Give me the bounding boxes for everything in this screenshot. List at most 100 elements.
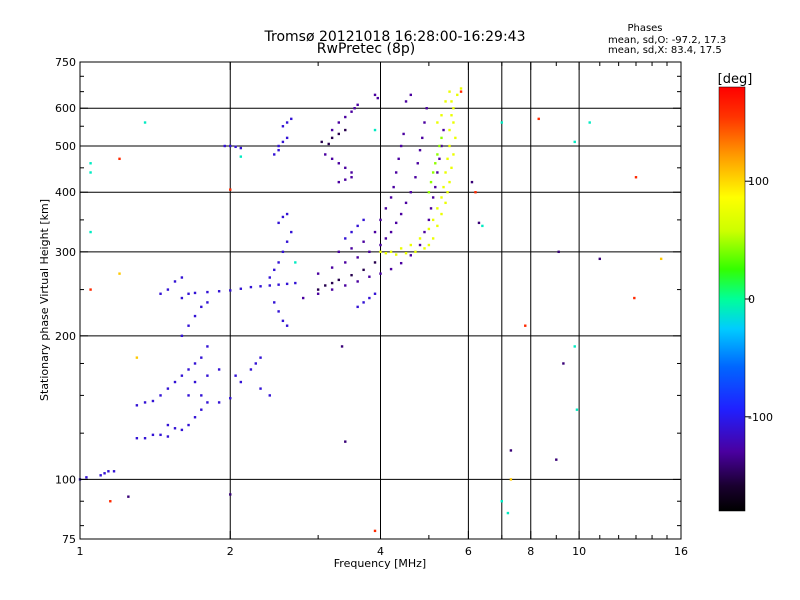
echo-point — [99, 474, 102, 477]
y-axis-label: Stationary phase Virtual Height [km] — [38, 199, 51, 401]
echo-point — [555, 458, 558, 461]
echo-point — [187, 423, 190, 427]
echo-point — [344, 284, 347, 287]
echo-point — [414, 176, 417, 179]
echo-point — [446, 191, 449, 194]
echo-point — [301, 296, 305, 300]
echo-point — [409, 243, 412, 247]
data-points — [78, 87, 663, 533]
echo-point — [200, 305, 203, 309]
echo-point — [285, 324, 289, 327]
echo-point — [389, 250, 393, 254]
x-tick-label: 8 — [527, 545, 534, 558]
echo-point — [89, 230, 92, 234]
echo-point — [575, 408, 579, 411]
echo-point — [418, 243, 422, 247]
echo-point — [392, 185, 395, 189]
echo-point — [373, 292, 377, 295]
echo-point — [431, 218, 435, 222]
echo-point — [444, 201, 447, 205]
echo-point — [389, 196, 393, 199]
echo-point — [356, 256, 359, 259]
echo-point — [173, 380, 177, 384]
echo-point — [324, 284, 327, 287]
echo-point — [277, 148, 280, 152]
echo-point — [434, 162, 437, 165]
echo-point — [509, 449, 513, 452]
y-tick-label: 500 — [55, 140, 76, 153]
echo-point — [206, 345, 209, 348]
echo-point — [373, 529, 377, 533]
echo-point — [143, 121, 147, 124]
echo-point — [368, 296, 371, 300]
echo-point — [389, 267, 393, 271]
echo-point — [206, 290, 209, 294]
echo-point — [118, 157, 121, 161]
plot-frame — [79, 61, 682, 540]
echo-point — [379, 218, 382, 222]
echo-point — [89, 288, 92, 291]
phase-mean-x: mean, sd,X: 83.4, 17.5 — [608, 45, 722, 56]
echo-point — [394, 171, 398, 174]
echo-point — [397, 157, 400, 161]
echo-point — [562, 362, 565, 365]
echo-point — [294, 261, 297, 264]
echo-point — [107, 470, 110, 473]
echo-point — [330, 136, 334, 140]
echo-point — [384, 207, 388, 210]
echo-point — [217, 290, 221, 293]
echo-point — [402, 132, 405, 136]
echo-point — [500, 121, 504, 124]
echo-point — [173, 427, 177, 430]
echo-point — [193, 380, 197, 384]
echo-point — [353, 107, 356, 110]
echo-point — [330, 266, 334, 269]
echo-point — [239, 287, 243, 290]
echo-point — [409, 191, 412, 194]
echo-point — [143, 401, 147, 404]
echo-point — [474, 191, 477, 194]
echo-point — [436, 207, 439, 210]
echo-point — [431, 171, 435, 174]
echo-point — [423, 230, 426, 234]
echo-point — [217, 368, 221, 371]
echo-point — [281, 125, 285, 128]
echo-point — [200, 356, 203, 359]
echo-point — [259, 285, 262, 288]
colorbar-tick-label: -100 — [748, 411, 773, 424]
echo-point — [187, 368, 190, 371]
echo-point — [477, 221, 481, 225]
echo-point — [634, 176, 638, 179]
echo-point — [285, 136, 289, 140]
echo-point — [337, 250, 341, 254]
echo-point — [259, 387, 262, 390]
echo-point — [350, 230, 353, 234]
echo-point — [316, 288, 320, 291]
echo-point — [373, 93, 377, 97]
echo-point — [180, 276, 184, 279]
echo-point — [281, 250, 285, 254]
echo-point — [281, 215, 285, 219]
echo-point — [151, 433, 155, 437]
echo-point — [316, 272, 320, 275]
echo-point — [85, 476, 88, 479]
echo-point — [330, 128, 334, 132]
echo-point — [249, 368, 253, 371]
echo-point — [151, 399, 155, 403]
echo-point — [438, 157, 441, 161]
echo-point — [229, 144, 232, 148]
echo-point — [444, 100, 447, 103]
echo-point — [285, 212, 289, 216]
echo-point — [187, 324, 190, 327]
echo-point — [379, 272, 382, 275]
echo-point — [166, 435, 170, 438]
echo-point — [350, 247, 353, 250]
echo-point — [239, 155, 243, 158]
echo-point — [588, 121, 591, 124]
echo-point — [427, 243, 431, 247]
echo-point — [450, 166, 453, 170]
echo-point — [427, 227, 431, 231]
echo-point — [436, 224, 439, 228]
echo-point — [362, 218, 365, 222]
echo-point — [273, 153, 276, 156]
